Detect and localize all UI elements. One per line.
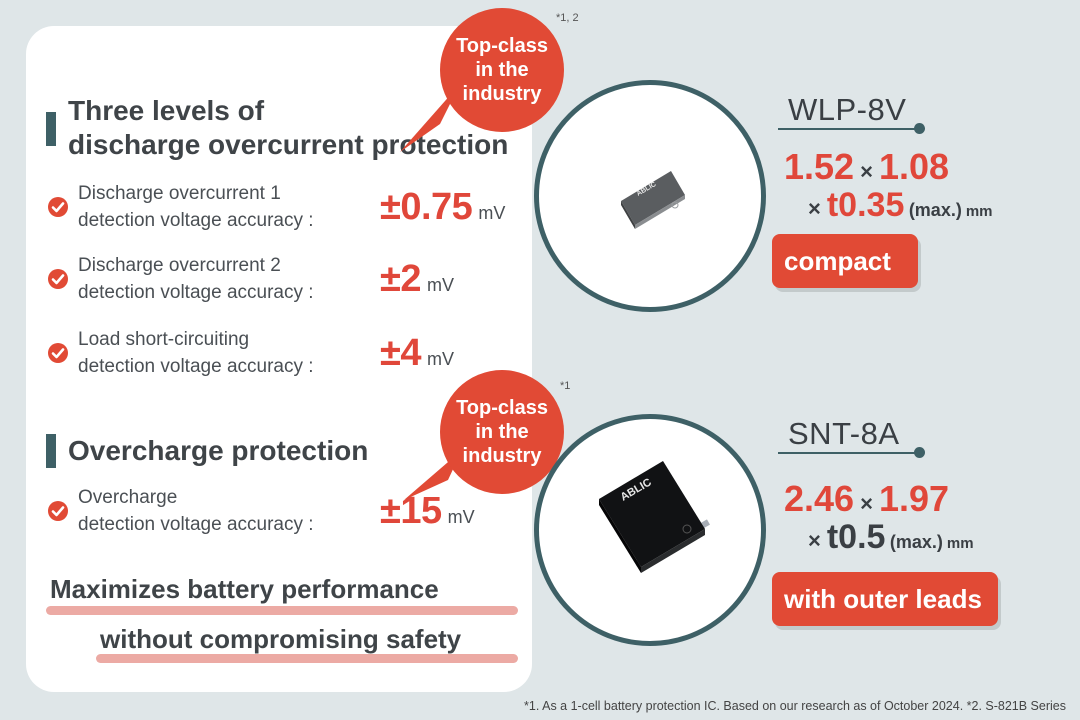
bubble-tail [400, 84, 460, 152]
top-class-bubble: Top-class in the industry [440, 8, 564, 132]
spec-value: ±0.75 [380, 186, 473, 228]
spec-value: ±15 [380, 490, 442, 532]
snt-chip-image: ABLIC [599, 461, 710, 573]
footnote-ref: *1, 2 [556, 12, 579, 24]
spec-unit: mV [427, 275, 454, 295]
section-title-discharge: Three levels of discharge overcurrent pr… [46, 94, 508, 162]
features-panel [26, 26, 532, 692]
tagline-underline [96, 654, 518, 663]
spec-row-discharge-2: Discharge overcurrent 2 detection voltag… [48, 252, 538, 312]
spec-unit: mV [447, 507, 475, 527]
package-dot [914, 447, 925, 458]
package-name: WLP-8V [788, 92, 907, 127]
spec-row-discharge-1: Discharge overcurrent 1 detection voltag… [48, 180, 538, 240]
package-dimensions: 2.46 × 1.97 [784, 478, 950, 519]
check-icon [48, 269, 68, 289]
spec-label: detection voltage accuracy : [78, 356, 314, 377]
top-class-bubble: Top-class in the industry [440, 370, 564, 494]
check-icon [48, 501, 68, 521]
check-icon [48, 343, 68, 363]
package-image-circle: ABLIC [534, 414, 766, 646]
spec-label: Load short-circuiting [78, 329, 250, 350]
spec-label: Discharge overcurrent 1 [78, 183, 281, 204]
feature-badge-compact: compact [772, 234, 918, 288]
spec-unit: mV [427, 349, 454, 369]
spec-label: detection voltage accuracy : [78, 210, 314, 231]
tagline-line-2: without compromising safety [100, 624, 462, 654]
spec-label: Overcharge [78, 487, 178, 508]
spec-label: Discharge overcurrent 2 [78, 255, 281, 276]
package-underline [778, 452, 918, 454]
spec-value: ±2 [380, 258, 422, 300]
wlp-chip-image: ABLIC [621, 171, 685, 229]
package-thickness: × t0.35 (max.) mm [808, 186, 993, 224]
footnote: *1. As a 1-cell battery protection IC. B… [524, 699, 1066, 713]
package-name: SNT-8A [788, 416, 900, 451]
spec-unit: mV [478, 203, 506, 223]
package-underline [778, 128, 918, 130]
spec-row-short-circuit: Load short-circuiting detection voltage … [48, 326, 538, 386]
section-title-overcharge: Overcharge protection [46, 434, 368, 468]
footnote-ref: *1 [560, 380, 571, 392]
spec-label: detection voltage accuracy : [78, 282, 314, 303]
package-dimensions: 1.52 × 1.08 [784, 146, 950, 187]
package-image-circle: ABLIC [534, 80, 766, 312]
package-dot [914, 123, 925, 134]
spec-label: detection voltage accuracy : [78, 514, 314, 535]
spec-row-overcharge: Overcharge detection voltage accuracy : … [48, 484, 538, 544]
tagline-line-1: Maximizes battery performance [50, 574, 439, 604]
check-icon [48, 197, 68, 217]
spec-value: ±4 [380, 332, 422, 374]
package-thickness: × t0.5 (max.) mm [808, 518, 974, 556]
tagline-underline [46, 606, 518, 615]
feature-badge-outer-leads: with outer leads [772, 572, 998, 626]
